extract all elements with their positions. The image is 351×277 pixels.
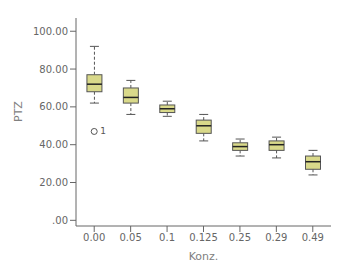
svg-text:.00: .00 [52, 215, 68, 226]
svg-text:1: 1 [100, 126, 106, 136]
svg-text:0.1: 0.1 [159, 232, 175, 243]
svg-text:0.49: 0.49 [302, 232, 324, 243]
svg-text:40.00: 40.00 [39, 139, 68, 150]
svg-text:Konz.: Konz. [189, 250, 219, 263]
svg-text:80.00: 80.00 [39, 64, 68, 75]
svg-text:0.25: 0.25 [229, 232, 251, 243]
svg-text:60.00: 60.00 [39, 101, 68, 112]
svg-text:0.125: 0.125 [189, 232, 218, 243]
svg-text:20.00: 20.00 [39, 177, 68, 188]
svg-text:0.00: 0.00 [83, 232, 105, 243]
svg-text:0.29: 0.29 [265, 232, 287, 243]
svg-text:0.05: 0.05 [120, 232, 142, 243]
svg-text:100.00: 100.00 [33, 26, 68, 37]
svg-text:PTZ: PTZ [12, 101, 25, 122]
